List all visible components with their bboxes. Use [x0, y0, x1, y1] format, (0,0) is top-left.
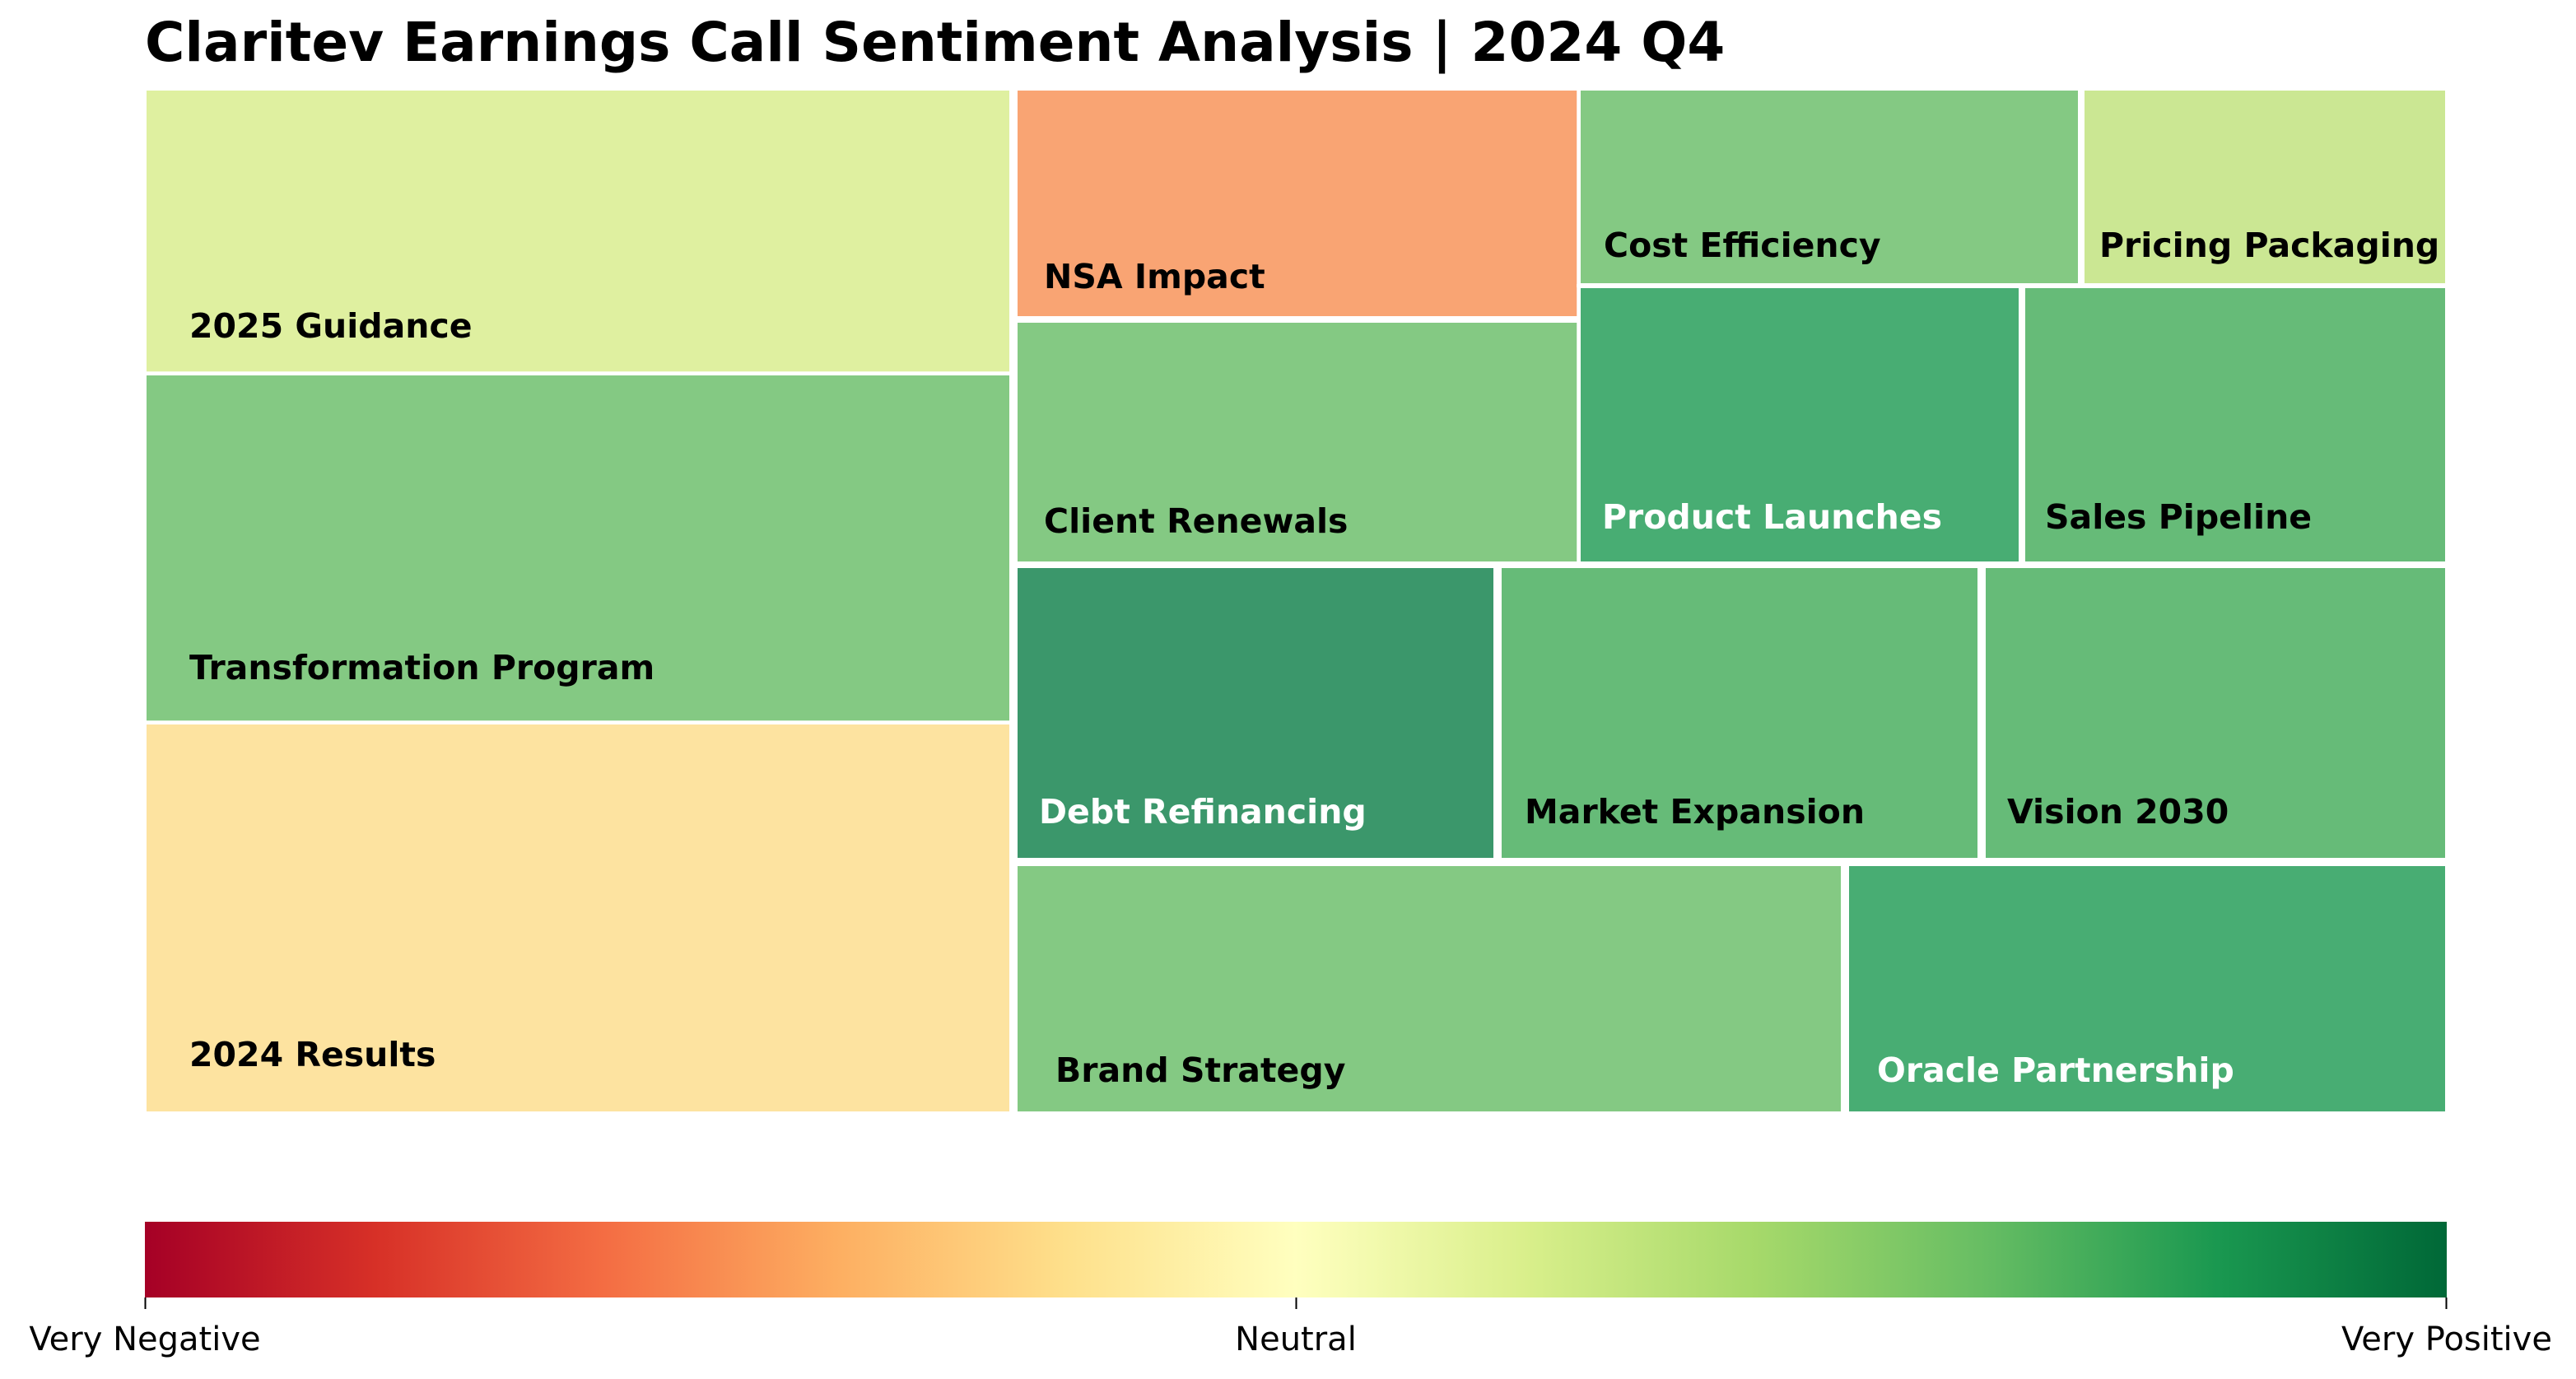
treemap-cell-debt-refinancing: Debt Refinancing	[1013, 564, 1498, 862]
treemap-cell-rect	[1845, 862, 2449, 1116]
treemap-cell-label: Oracle Partnership	[1877, 1051, 2234, 1090]
treemap-cell-rect	[2021, 284, 2449, 566]
treemap-cell-rect	[2080, 86, 2449, 287]
treemap-cell-rect	[142, 86, 1013, 376]
treemap-cell-2024-results: 2024 Results	[142, 720, 1013, 1116]
chart-title: Claritev Earnings Call Sentiment Analysi…	[145, 11, 1726, 74]
treemap-cell-market-expansion: Market Expansion	[1498, 564, 1982, 862]
colorbar-label-very-positive: Very Positive	[2341, 1321, 2552, 1358]
treemap-cell-transformation-program: Transformation Program	[142, 371, 1013, 725]
treemap-cell-2025-guidance: 2025 Guidance	[142, 86, 1013, 376]
treemap-cell-label: Pricing Packaging	[2099, 226, 2439, 265]
treemap-cell-rect	[1013, 564, 1498, 862]
treemap-cell-label: Debt Refinancing	[1039, 792, 1367, 832]
treemap-cell-client-renewals: Client Renewals	[1013, 319, 1581, 566]
treemap-cell-rect	[1498, 564, 1982, 862]
treemap-cell-rect	[1577, 86, 2082, 287]
colorbar-label-neutral: Neutral	[1235, 1321, 1357, 1358]
treemap-cell-rect	[1013, 86, 1581, 320]
colorbar-gradient	[145, 1222, 2447, 1297]
treemap-cell-label: Market Expansion	[1525, 792, 1865, 832]
treemap-cell-label: Transformation Program	[189, 648, 654, 687]
treemap-cells: 2025 Guidance Transformation Program 2024 …	[142, 86, 2449, 1116]
treemap-cell-nsa-impact: NSA Impact	[1013, 86, 1581, 320]
treemap-cell-rect	[1982, 564, 2449, 862]
treemap-cell-label: Sales Pipeline	[2045, 497, 2312, 537]
treemap-cell-rect	[142, 371, 1013, 725]
treemap-cell-label: 2024 Results	[189, 1035, 436, 1074]
treemap-cell-rect	[142, 720, 1013, 1116]
treemap-cell-pricing-packaging: Pricing Packaging	[2080, 86, 2449, 287]
treemap-cell-label: Client Renewals	[1044, 501, 1348, 541]
treemap-cell-label: Cost Efficiency	[1604, 226, 1881, 265]
treemap-cell-rect	[1013, 319, 1581, 566]
treemap-cell-cost-efficiency: Cost Efficiency	[1577, 86, 2082, 287]
colorbar: Very Negative Neutral Very Positive	[29, 1222, 2552, 1358]
treemap-cell-label: Vision 2030	[2007, 792, 2229, 832]
treemap-cell-rect	[1577, 284, 2023, 566]
treemap-cell-label: NSA Impact	[1044, 257, 1265, 296]
treemap-cell-product-launches: Product Launches	[1577, 284, 2023, 566]
treemap-cell-label: Brand Strategy	[1055, 1051, 1345, 1090]
treemap-cell-oracle-partnership: Oracle Partnership	[1845, 862, 2449, 1116]
treemap-cell-rect	[1013, 862, 1845, 1116]
colorbar-label-very-negative: Very Negative	[29, 1321, 260, 1358]
treemap-cell-vision-2030: Vision 2030	[1982, 564, 2449, 862]
treemap-cell-label: 2025 Guidance	[189, 306, 473, 346]
treemap-cell-sales-pipeline: Sales Pipeline	[2021, 284, 2449, 566]
treemap-cell-label: Product Launches	[1602, 497, 1942, 537]
treemap-cell-brand-strategy: Brand Strategy	[1013, 862, 1845, 1116]
